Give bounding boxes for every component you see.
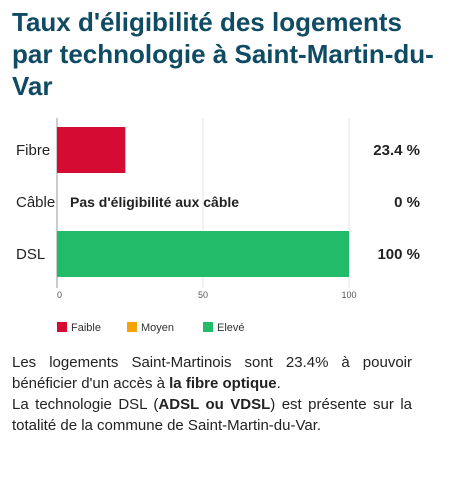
legend-swatch bbox=[203, 322, 213, 332]
legend-swatch bbox=[127, 322, 137, 332]
value-label: 23.4 % bbox=[373, 142, 420, 159]
bar-dsl bbox=[57, 231, 349, 277]
description-line-1: Les logements Saint-Martinois sont 23.4%… bbox=[12, 354, 412, 392]
category-label: DSL bbox=[16, 246, 45, 263]
legend-swatch bbox=[57, 322, 67, 332]
legend-label: Elevé bbox=[217, 322, 245, 334]
value-label: 100 % bbox=[377, 246, 420, 263]
x-tick-label: 0 bbox=[57, 290, 62, 300]
annotation-label: Pas d'éligibilité aux câble bbox=[70, 194, 239, 210]
bar-fibre bbox=[57, 127, 126, 173]
description-text: Les logements Saint-Martinois sont 23.4%… bbox=[12, 352, 412, 436]
category-label: Câble bbox=[16, 194, 55, 211]
legend-label: Moyen bbox=[141, 322, 174, 334]
adsl-vdsl-highlight: ADSL ou VDSL bbox=[158, 396, 271, 413]
eligibility-bar-chart: 0 50 100 Fibre 23.4 % Câble 0 % DSL 100 % Pas d'é… bbox=[16, 118, 420, 334]
value-label: 0 % bbox=[394, 194, 420, 211]
x-tick-label: 100 bbox=[341, 290, 356, 300]
x-tick-label: 50 bbox=[198, 290, 208, 300]
page-title: Taux d'éligibilité des logements par tec… bbox=[12, 7, 434, 101]
legend-label: Faible bbox=[71, 322, 101, 334]
description-line-2: La technologie DSL (ADSL ou VDSL) est pr… bbox=[12, 396, 412, 434]
category-label: Fibre bbox=[16, 142, 50, 159]
fibre-optique-highlight: la fibre optique bbox=[169, 375, 277, 392]
